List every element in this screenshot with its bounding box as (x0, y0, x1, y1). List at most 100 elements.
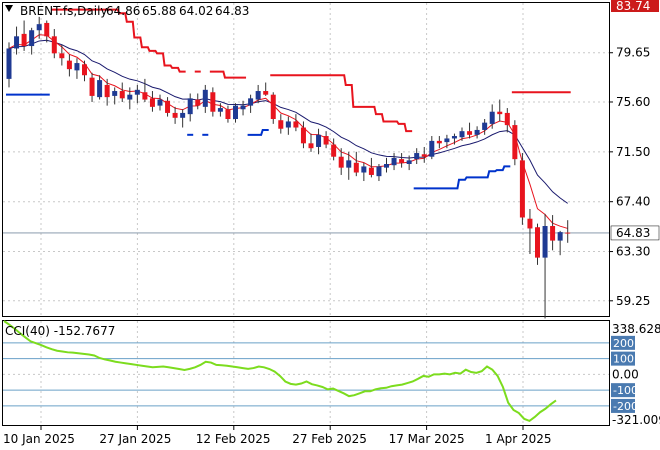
candle-body (497, 111, 503, 115)
price-tick-label: 67.40 (616, 195, 650, 209)
candle-body (225, 109, 231, 120)
candle-body (436, 140, 442, 144)
time-tick-label: 12 Feb 2025 (196, 432, 271, 446)
candle-body (308, 143, 314, 149)
candle-body (512, 125, 518, 160)
cci-level-label: -100 (613, 384, 638, 397)
candle-body (376, 166, 382, 177)
candle-body (180, 112, 186, 118)
candle-body (429, 140, 435, 157)
candle-body (187, 98, 193, 115)
candle-body (421, 154, 427, 157)
header-high: 65.88 (142, 4, 176, 18)
candle-body (565, 232, 571, 234)
candle-body (29, 30, 35, 47)
cci-tick-label: -321.009 (612, 413, 660, 427)
cci-level-lines: 200 100 -100 -200 338.628 0.00 -321.009 (3, 322, 660, 427)
candle-body (414, 153, 420, 160)
price-tick-label: 75.60 (616, 95, 650, 109)
candle-body (519, 160, 525, 218)
sar-lines (6, 8, 571, 190)
candle-body (21, 33, 27, 47)
time-tick-label: 27 Feb 2025 (292, 432, 367, 446)
candle-body (542, 226, 548, 258)
candle-body (285, 121, 291, 128)
time-tick-label: 17 Mar 2025 (389, 432, 465, 446)
cci-label: CCI(40) -152.7677 (5, 324, 115, 338)
candle-body (89, 77, 95, 96)
cci-tick-label: 338.628 (612, 322, 660, 336)
header-low: 64.02 (179, 4, 213, 18)
price-tick-label: 79.65 (616, 46, 650, 60)
sar-segment (247, 128, 269, 136)
cci-pane-frame (2, 320, 610, 426)
cci-level-label-bg (611, 383, 635, 398)
price-tick-label: 83.74 (616, 0, 650, 13)
candle-body (535, 227, 540, 258)
cci-tick-label: 0.00 (612, 367, 639, 381)
time-axis: 10 Jan 2025 27 Jan 2025 12 Feb 2025 27 Feb … (3, 426, 552, 446)
candle-body (195, 99, 201, 106)
candle-body (157, 99, 163, 106)
ma-fast-line (8, 34, 568, 229)
candle-body (391, 157, 397, 166)
candle-body (51, 36, 57, 54)
candle-body (384, 163, 389, 168)
top-price-label-bg (611, 0, 659, 12)
cci-series-line (3, 320, 557, 423)
price-tick-label: 71.50 (616, 145, 650, 159)
candle-body (217, 108, 223, 112)
candle-body (97, 80, 103, 98)
grid-lines (3, 3, 609, 425)
candle-body (210, 92, 216, 112)
header-symbol: BRENT.fs,Daily (20, 4, 108, 18)
cci-level-label: -200 (613, 400, 638, 413)
time-tick-label: 10 Jan 2025 (3, 432, 75, 446)
candle-body (557, 232, 563, 241)
header-open: 64.86 (106, 4, 140, 18)
time-tick-label: 27 Jan 2025 (99, 432, 171, 446)
main-pane-frame (2, 2, 610, 317)
candle-body (459, 131, 465, 138)
cci-level-label: 100 (613, 353, 634, 366)
moving-average-lines (8, 34, 568, 229)
price-tick-label: 63.30 (616, 245, 650, 259)
candle-body (165, 100, 171, 113)
candle-body (172, 112, 178, 118)
candle-body (504, 112, 510, 126)
sar-segment (209, 70, 247, 79)
candle-body (74, 63, 80, 71)
candle-body (127, 94, 133, 100)
sar-segment (51, 8, 186, 73)
candle-body (399, 159, 405, 163)
candle-body (323, 136, 329, 145)
candle-body (451, 136, 457, 139)
sar-segment (270, 74, 413, 133)
candle-body (263, 91, 269, 95)
candle-body (6, 48, 12, 79)
cci-line (3, 320, 557, 423)
candle-body (331, 144, 337, 157)
candle-body (134, 89, 140, 95)
ma-slow-line (8, 39, 568, 204)
candle-body (270, 94, 276, 120)
collapse-triangle-icon[interactable] (5, 5, 13, 12)
candle-body (149, 98, 155, 107)
candle-body (59, 53, 65, 59)
candle-body (142, 92, 148, 100)
candle-body (368, 167, 374, 175)
candle-body (44, 22, 50, 37)
candle-body (444, 138, 450, 143)
header-close: 64.83 (215, 4, 249, 18)
candle-body (240, 105, 246, 110)
sar-segment (413, 165, 511, 190)
candle-body (467, 131, 473, 135)
candle-body (550, 226, 556, 241)
cci-level-label-bg (611, 398, 635, 413)
candle-body (300, 127, 306, 144)
candle-body (202, 89, 208, 107)
candle-body (119, 91, 125, 99)
candle-body (66, 60, 72, 70)
candle-body (482, 122, 488, 130)
